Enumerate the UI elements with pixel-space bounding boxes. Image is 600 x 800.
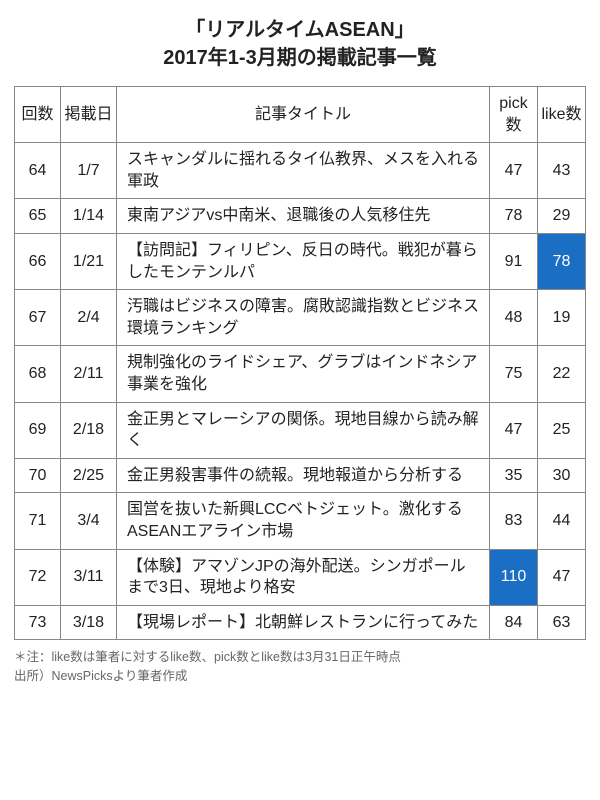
- cell-like: 78: [538, 233, 586, 289]
- cell-pick: 91: [490, 233, 538, 289]
- cell-title: 汚職はビジネスの障害。腐敗認識指数とビジネス環境ランキング: [117, 290, 490, 346]
- cell-date: 3/18: [61, 605, 117, 640]
- cell-no: 66: [15, 233, 61, 289]
- th-title: 記事タイトル: [117, 87, 490, 143]
- title-line2: 2017年1-3月期の掲載記事一覧: [163, 47, 436, 69]
- cell-date: 1/14: [61, 199, 117, 234]
- article-table: 回数 掲載日 記事タイトル pick数 like数 641/7スキャンダルに揺れ…: [14, 86, 586, 640]
- cell-title: 【現場レポート】北朝鮮レストランに行ってみた: [117, 605, 490, 640]
- cell-title: 規制強化のライドシェア、グラブはインドネシア事業を強化: [117, 346, 490, 402]
- table-row: 733/18【現場レポート】北朝鮮レストランに行ってみた8463: [15, 605, 586, 640]
- table-row: 672/4汚職はビジネスの障害。腐敗認識指数とビジネス環境ランキング4819: [15, 290, 586, 346]
- cell-like: 30: [538, 458, 586, 493]
- cell-like: 25: [538, 402, 586, 458]
- cell-no: 68: [15, 346, 61, 402]
- th-no: 回数: [15, 87, 61, 143]
- title-line1: 「リアルタイムASEAN」: [185, 19, 414, 41]
- table-row: 641/7スキャンダルに揺れるタイ仏教界、メスを入れる軍政4743: [15, 143, 586, 199]
- cell-title: スキャンダルに揺れるタイ仏教界、メスを入れる軍政: [117, 143, 490, 199]
- cell-title: 金正男殺害事件の続報。現地報道から分析する: [117, 458, 490, 493]
- cell-date: 3/11: [61, 549, 117, 605]
- cell-no: 67: [15, 290, 61, 346]
- cell-like: 29: [538, 199, 586, 234]
- cell-pick: 35: [490, 458, 538, 493]
- cell-pick: 110: [490, 549, 538, 605]
- cell-title: 金正男とマレーシアの関係。現地目線から読み解く: [117, 402, 490, 458]
- footnote-line2: 出所）NewsPicksより筆者作成: [14, 667, 586, 686]
- cell-pick: 47: [490, 402, 538, 458]
- cell-title: 東南アジアvs中南米、退職後の人気移住先: [117, 199, 490, 234]
- cell-pick: 78: [490, 199, 538, 234]
- table-body: 641/7スキャンダルに揺れるタイ仏教界、メスを入れる軍政4743651/14東…: [15, 143, 586, 640]
- table-row: 682/11規制強化のライドシェア、グラブはインドネシア事業を強化7522: [15, 346, 586, 402]
- cell-date: 1/21: [61, 233, 117, 289]
- table-header-row: 回数 掲載日 記事タイトル pick数 like数: [15, 87, 586, 143]
- footnote: ＊注：like数は筆者に対するlike数、pick数とlike数は3月31日正午…: [14, 648, 586, 686]
- table-row: 661/21【訪問記】フィリピン、反日の時代。戦犯が暮らしたモンテンルパ9178: [15, 233, 586, 289]
- table-row: 692/18金正男とマレーシアの関係。現地目線から読み解く4725: [15, 402, 586, 458]
- table-row: 702/25金正男殺害事件の続報。現地報道から分析する3530: [15, 458, 586, 493]
- th-like: like数: [538, 87, 586, 143]
- cell-pick: 75: [490, 346, 538, 402]
- cell-no: 72: [15, 549, 61, 605]
- cell-like: 19: [538, 290, 586, 346]
- cell-date: 3/4: [61, 493, 117, 549]
- cell-no: 71: [15, 493, 61, 549]
- cell-no: 65: [15, 199, 61, 234]
- cell-like: 43: [538, 143, 586, 199]
- table-row: 651/14東南アジアvs中南米、退職後の人気移住先7829: [15, 199, 586, 234]
- cell-pick: 84: [490, 605, 538, 640]
- cell-date: 2/18: [61, 402, 117, 458]
- cell-pick: 48: [490, 290, 538, 346]
- cell-no: 70: [15, 458, 61, 493]
- cell-no: 64: [15, 143, 61, 199]
- page-title: 「リアルタイムASEAN」 2017年1-3月期の掲載記事一覧: [14, 16, 586, 72]
- cell-pick: 47: [490, 143, 538, 199]
- th-pick: pick数: [490, 87, 538, 143]
- table-row: 723/11【体験】アマゾンJPの海外配送。シンガポールまで3日、現地より格安1…: [15, 549, 586, 605]
- table-row: 713/4国営を抜いた新興LCCベトジェット。激化するASEANエアライン市場8…: [15, 493, 586, 549]
- footnote-line1: ＊注：like数は筆者に対するlike数、pick数とlike数は3月31日正午…: [14, 648, 586, 667]
- th-date: 掲載日: [61, 87, 117, 143]
- cell-pick: 83: [490, 493, 538, 549]
- cell-date: 1/7: [61, 143, 117, 199]
- cell-date: 2/11: [61, 346, 117, 402]
- cell-like: 22: [538, 346, 586, 402]
- cell-date: 2/25: [61, 458, 117, 493]
- cell-date: 2/4: [61, 290, 117, 346]
- cell-no: 69: [15, 402, 61, 458]
- cell-like: 63: [538, 605, 586, 640]
- cell-title: 【訪問記】フィリピン、反日の時代。戦犯が暮らしたモンテンルパ: [117, 233, 490, 289]
- cell-title: 【体験】アマゾンJPの海外配送。シンガポールまで3日、現地より格安: [117, 549, 490, 605]
- cell-title: 国営を抜いた新興LCCベトジェット。激化するASEANエアライン市場: [117, 493, 490, 549]
- cell-like: 44: [538, 493, 586, 549]
- cell-no: 73: [15, 605, 61, 640]
- cell-like: 47: [538, 549, 586, 605]
